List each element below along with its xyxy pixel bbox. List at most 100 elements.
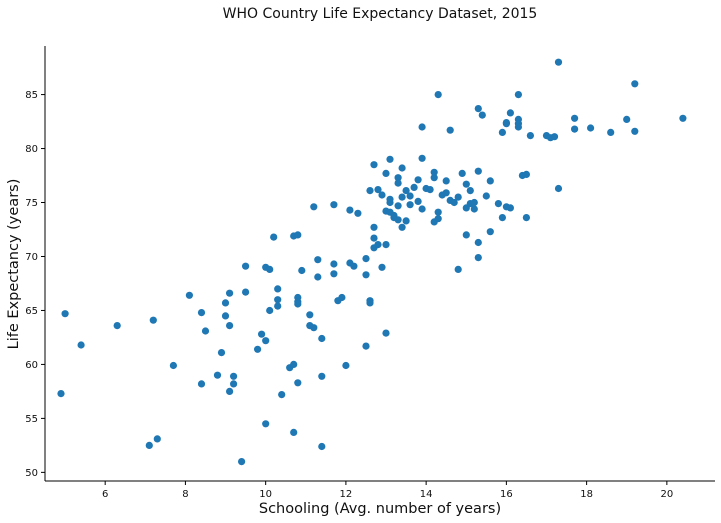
data-point	[362, 271, 370, 279]
x-axis-label: Schooling (Avg. number of years)	[259, 501, 501, 517]
data-point	[366, 299, 374, 307]
data-point	[398, 193, 406, 201]
data-point	[145, 441, 153, 449]
data-point	[498, 128, 506, 136]
data-point	[486, 228, 494, 236]
data-point	[434, 215, 442, 223]
data-point	[290, 428, 298, 436]
data-point	[587, 124, 595, 132]
data-point	[262, 337, 270, 345]
data-point	[394, 202, 402, 210]
data-point	[266, 306, 274, 315]
data-point	[442, 177, 450, 185]
data-point	[153, 435, 161, 443]
data-point	[426, 186, 434, 194]
data-point	[306, 311, 314, 319]
data-point	[494, 200, 502, 208]
y-axis-ticks: 50 55 60 65 70 75 80 85	[25, 90, 45, 479]
data-point	[550, 133, 559, 141]
data-point	[274, 302, 282, 310]
data-point	[442, 189, 450, 197]
data-point	[514, 91, 523, 99]
y-tick-label: 85	[25, 90, 38, 101]
data-point	[394, 179, 402, 187]
data-point	[470, 205, 478, 213]
data-point	[382, 329, 390, 337]
data-point	[290, 360, 298, 368]
data-point	[458, 169, 466, 177]
data-point	[430, 168, 438, 176]
data-point	[262, 420, 270, 428]
data-point	[446, 126, 454, 134]
data-point	[406, 201, 414, 209]
data-point	[398, 223, 406, 231]
data-point	[430, 174, 438, 182]
data-point	[474, 105, 482, 113]
data-point	[406, 192, 414, 200]
y-tick-label: 60	[25, 360, 38, 371]
data-point	[571, 114, 579, 122]
data-point	[378, 191, 386, 199]
data-point	[346, 206, 354, 214]
data-point	[230, 372, 238, 380]
data-point	[554, 184, 563, 193]
y-tick-label: 75	[25, 198, 38, 209]
data-point	[362, 255, 370, 263]
data-point	[374, 241, 382, 249]
data-point	[318, 334, 326, 343]
data-point	[374, 186, 382, 194]
data-point	[382, 169, 390, 177]
data-point	[554, 58, 563, 66]
data-point	[370, 234, 378, 242]
x-tick-label: 14	[420, 489, 433, 500]
y-tick-label: 70	[25, 252, 38, 263]
data-point	[294, 231, 302, 239]
data-point	[418, 154, 426, 162]
data-point	[242, 262, 250, 270]
data-point	[386, 195, 394, 203]
y-tick-label: 50	[25, 468, 38, 479]
data-point	[221, 312, 230, 320]
y-axis-label: Life Expectancy (years)	[6, 179, 22, 350]
data-point	[434, 208, 442, 216]
data-point	[149, 316, 157, 324]
data-point	[330, 260, 338, 268]
data-point	[466, 187, 474, 195]
data-point	[274, 296, 282, 304]
x-tick-label: 12	[340, 489, 353, 500]
data-point	[478, 111, 486, 119]
data-point	[482, 192, 490, 200]
data-point	[623, 115, 631, 123]
y-tick-label: 65	[25, 306, 38, 317]
data-point	[217, 349, 226, 357]
data-point	[498, 214, 506, 222]
data-point	[462, 231, 470, 239]
data-point	[474, 254, 482, 262]
data-point	[266, 265, 274, 273]
data-point	[185, 291, 193, 299]
data-point	[258, 330, 266, 338]
data-point	[386, 155, 394, 163]
data-point	[113, 322, 121, 330]
data-point	[414, 197, 422, 205]
data-point	[278, 391, 286, 399]
data-point	[402, 187, 410, 195]
data-point	[201, 327, 210, 335]
data-point	[213, 371, 222, 379]
data-point	[522, 170, 531, 178]
data-point	[378, 263, 386, 271]
data-point	[330, 270, 338, 278]
data-point	[631, 80, 639, 88]
data-point	[77, 341, 85, 349]
data-point	[354, 209, 362, 217]
data-point	[57, 390, 65, 398]
data-point	[226, 289, 234, 297]
data-point	[526, 132, 535, 140]
data-point	[310, 324, 318, 332]
data-point	[310, 203, 318, 211]
data-point	[462, 180, 470, 188]
data-point	[226, 387, 234, 395]
x-tick-label: 16	[500, 489, 513, 500]
